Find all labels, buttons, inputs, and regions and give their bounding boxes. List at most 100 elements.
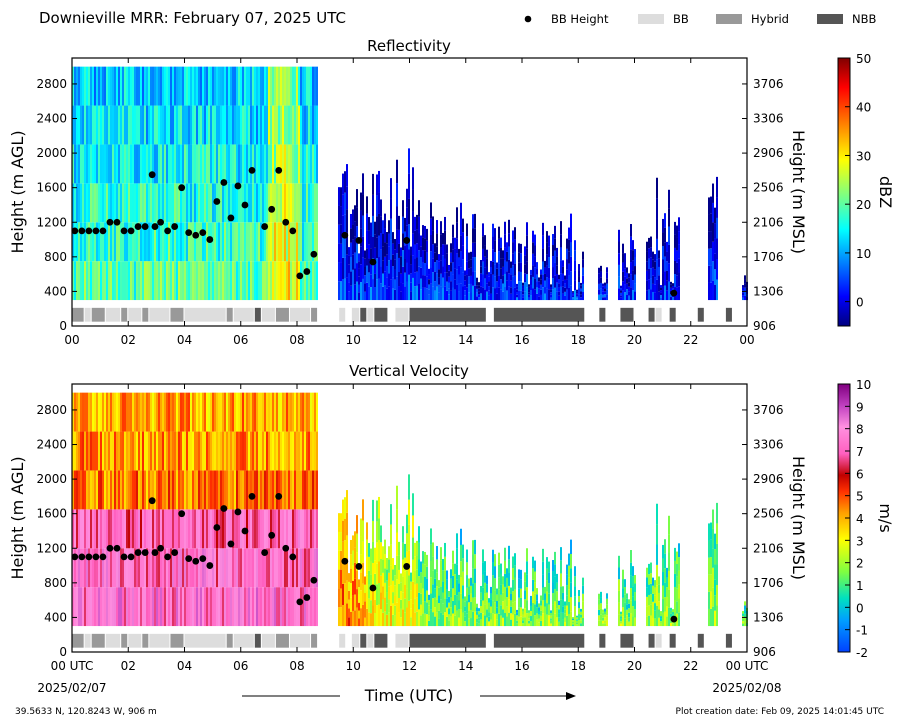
bb-height-point [248, 166, 256, 174]
location-text: 39.5633 N, 120.8243 W, 906 m [15, 707, 157, 717]
panel1-colorbar [837, 57, 851, 327]
x-tick-label: 10 [346, 333, 361, 347]
bb-segment-hybrid [91, 633, 105, 648]
bb-height-point [268, 531, 276, 539]
y2-tick-label: 3306 [753, 112, 784, 126]
bb-segment-bb [149, 633, 170, 648]
y2-tick-label: 2106 [753, 541, 784, 555]
bb-height-point [78, 553, 86, 561]
bb-height-point [127, 553, 135, 561]
bb-segment-bb [367, 307, 374, 322]
bb-segment-hybrid [275, 633, 289, 648]
bb-segment-hybrid [142, 307, 149, 322]
bb-segment-bb [128, 633, 142, 648]
bb-height-point [289, 553, 297, 561]
legend-label-1: BB [673, 12, 689, 26]
bb-height-point [141, 549, 149, 556]
x-tick-label: 08 [289, 333, 304, 347]
x-tick-label: 20 [627, 333, 642, 347]
bb-height-point [106, 544, 114, 552]
bb-segment-nbb [725, 307, 732, 322]
bb-segment-hybrid [275, 307, 289, 322]
bb-segment-bb [84, 307, 91, 322]
x-tick-label: 04 [177, 659, 192, 673]
bb-height-point [289, 227, 297, 235]
bb-height-point [355, 563, 363, 570]
x-tick-label: 14 [458, 659, 473, 673]
y2-tick-label: 3706 [753, 403, 784, 417]
colorbar-tick-label: 40 [856, 101, 871, 115]
x-tick-label: 04 [177, 333, 192, 347]
y-tick-label: 1200 [36, 215, 67, 229]
panel2-colorbar-label: m/s [876, 503, 895, 532]
bb-height-point [261, 549, 269, 556]
legend-label-3: NBB [852, 12, 876, 26]
panel2-y2label: Height (m MSL) [789, 456, 808, 580]
y-tick-label: 1600 [36, 507, 67, 521]
x-tick-label: 22 [683, 659, 698, 673]
bb-segment-nbb [254, 307, 261, 322]
bb-segment-hybrid [72, 307, 84, 322]
y-tick-label: 400 [44, 284, 67, 298]
bb-height-point [185, 555, 193, 563]
bb-segment-hybrid [311, 307, 318, 322]
bb-height-point [141, 223, 149, 230]
bb-segment-nbb [493, 633, 585, 648]
bb-height-point [296, 272, 304, 280]
colorbar-tick-label: 8 [856, 423, 864, 437]
x-tick-label: 06 [233, 659, 248, 673]
bb-height-point [192, 231, 200, 239]
colorbar-tick-label: 30 [856, 149, 871, 163]
panel1-colorbar-label: dBZ [876, 176, 895, 208]
x-tick-label: 16 [514, 333, 529, 347]
bb-segment-nbb [409, 307, 486, 322]
bb-segment-hybrid [142, 633, 149, 648]
bb-height-point [85, 227, 93, 235]
bb-height-point [261, 223, 269, 230]
y2-tick-label: 2906 [753, 146, 784, 160]
bb-height-point [192, 557, 200, 565]
bb-height-point [227, 540, 235, 548]
bb-segment-bb [655, 633, 662, 648]
bb-segment-bb [351, 633, 360, 648]
y2-tick-label: 1706 [753, 250, 784, 264]
bb-height-point [341, 557, 349, 565]
bb-height-point [185, 229, 193, 237]
bb-segment-bb [233, 633, 254, 648]
legend-label-0: BB Height [551, 12, 609, 26]
legend-swatch-bb [638, 14, 664, 24]
y-tick-label: 2400 [36, 438, 67, 452]
creation-date: Plot creation date: Feb 09, 2025 14:01:4… [676, 707, 884, 717]
bb-height-point [199, 555, 207, 563]
bb-segment-nbb [648, 633, 655, 648]
bb-height-point [78, 227, 86, 235]
bb-height-point [148, 497, 156, 505]
y2-tick-label: 2906 [753, 472, 784, 486]
bb-height-point [157, 218, 164, 226]
start-date: 2025/02/07 [37, 681, 106, 695]
panel2-ylabel: Height (m AGL) [8, 456, 27, 579]
colorbar-tick-label: 3 [856, 534, 864, 548]
bb-segment-nbb [697, 307, 704, 322]
bb-segment-hybrid [72, 633, 84, 648]
legend-label-2: Hybrid [751, 12, 789, 26]
bb-segment-bb [339, 307, 346, 322]
bb-segment-bb [149, 307, 170, 322]
bb-height-point [134, 549, 142, 556]
bb-height-point [178, 184, 186, 192]
bb-height-point [310, 250, 318, 258]
panel1-title: Reflectivity [367, 37, 451, 55]
bb-class-bar-1 [72, 633, 732, 648]
bb-height-point [92, 553, 100, 561]
x-tick-label: 06 [233, 333, 248, 347]
bb-height-point [99, 553, 107, 561]
colorbar-tick-label: 5 [856, 490, 864, 504]
bb-height-point [106, 218, 114, 226]
bb-height-point [220, 179, 228, 186]
y-tick-label: 1600 [36, 181, 67, 195]
x-tick-label: 02 [121, 659, 136, 673]
x-tick-label: 18 [571, 333, 586, 347]
data-field-1 [72, 392, 748, 627]
